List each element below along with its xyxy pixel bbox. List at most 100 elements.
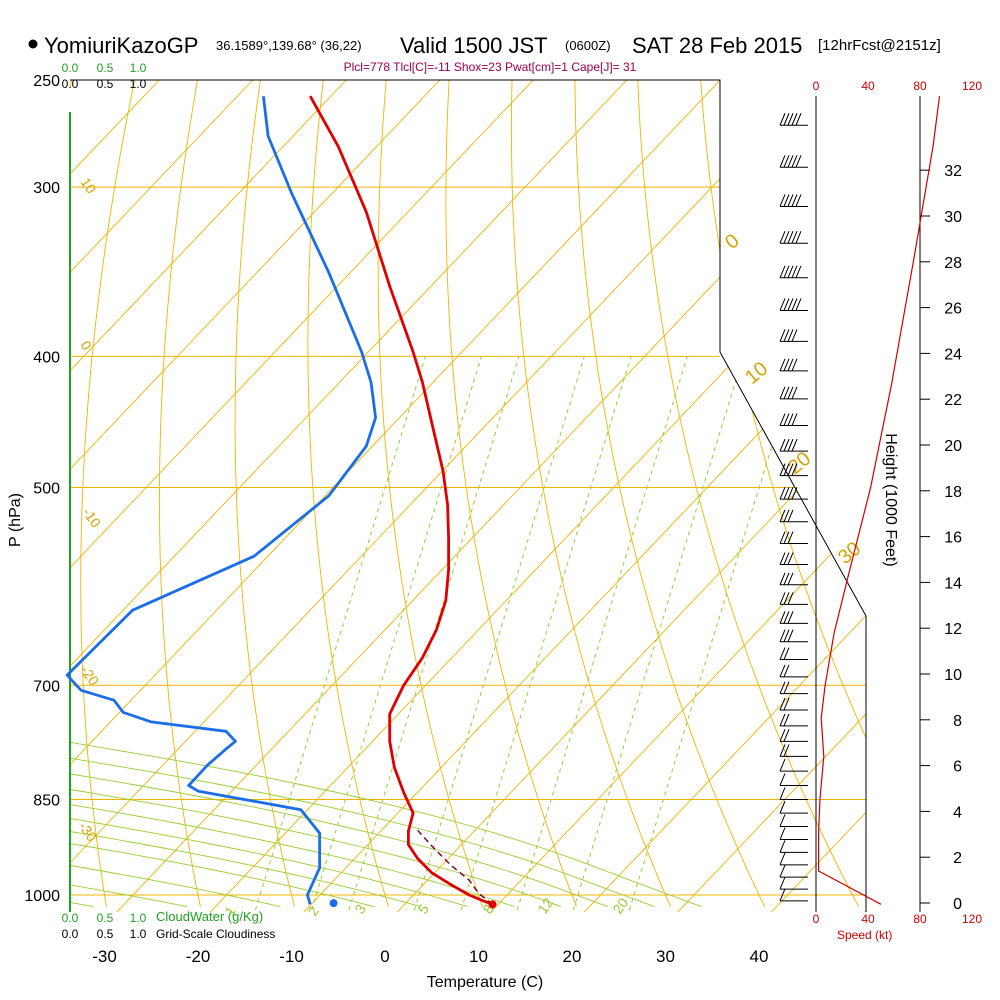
pressure-tick-250: 250	[33, 73, 60, 90]
wind-barb-flag	[779, 744, 786, 757]
wind-barb-flag	[791, 386, 798, 400]
isotherm--90	[70, 80, 347, 912]
wind-barb-flag	[779, 486, 786, 500]
isotherm-20	[571, 80, 866, 912]
wind-barb-flag	[783, 744, 790, 757]
wind-barb-flag	[795, 155, 802, 168]
height-tick-14: 14	[944, 575, 962, 592]
wind-barb-flag	[779, 681, 786, 694]
speed-tick-top-120: 120	[962, 79, 982, 93]
cloudiness-tick-bottom-1: 0.5	[97, 927, 114, 941]
wind-barb-flag	[791, 358, 798, 372]
pressure-tick-700: 700	[33, 678, 60, 695]
wind-barb-flag	[783, 647, 790, 660]
dry-adiabat-0	[307, 80, 389, 907]
mixing-ratio-line-7	[628, 356, 800, 911]
wind-barb-flag	[787, 611, 794, 624]
wind-barb-flag	[779, 888, 786, 902]
forecast-info: [12hrFcst@2151z]	[818, 37, 941, 54]
cloudiness-tick-bottom-0: 0.0	[62, 927, 79, 941]
valid-date: SAT 28 Feb 2015	[632, 33, 802, 58]
wind-barb-flag	[779, 864, 786, 878]
stability-indices: Plcl=778 Tlcl[C]=-11 Shox=23 Pwat[cm]=1 …	[344, 60, 637, 74]
wind-barb-flag	[787, 358, 794, 372]
dry-adiabats	[70, 80, 866, 912]
temperature-surface-marker	[488, 900, 497, 909]
height-tick-4: 4	[953, 804, 962, 821]
pressure-tick-400: 400	[33, 349, 60, 366]
wind-barb-flag	[779, 572, 786, 585]
mixing-ratio-line-1	[311, 356, 482, 911]
wind-barb-flag	[787, 231, 794, 244]
wind-barb-flag	[779, 413, 786, 426]
wind-barb-flag	[779, 231, 786, 244]
moist-adiabat-20	[70, 80, 562, 908]
wind-barb-flag	[791, 463, 798, 476]
wind-barb-flag	[791, 231, 798, 244]
speed-axis-label: Speed (kt)	[837, 928, 892, 942]
wind-barb-flag	[783, 697, 790, 711]
station-coords: 36.1589°,139.68° (36,22)	[216, 38, 362, 53]
wind-barb-flag	[783, 413, 790, 426]
wind-barb-flag	[783, 531, 790, 544]
cloudiness-label: Grid-Scale Cloudiness	[156, 927, 275, 941]
station-name: YomiuriKazoGP	[44, 33, 198, 58]
isotherm--20	[197, 80, 866, 912]
wind-barb-flag	[783, 358, 790, 372]
height-tick-0: 0	[953, 896, 962, 913]
wind-barb-flag	[779, 113, 786, 126]
dewpoint-surface-marker	[329, 899, 338, 908]
wind-barb-flag	[779, 611, 786, 624]
temp-tick--30: -30	[92, 947, 117, 966]
mixing-ratio-line-6	[572, 356, 744, 911]
wind-barb-flag	[779, 773, 786, 786]
wind-barb-flag	[787, 386, 794, 400]
wind-barb-flag	[795, 265, 802, 279]
wind-barb-flag	[779, 155, 786, 168]
wind-barb-flag	[783, 611, 790, 624]
speed-tick-bottom-0: 0	[813, 912, 820, 926]
moist-adiabat-30	[70, 80, 655, 908]
wind-barb-flag	[787, 552, 794, 565]
wind-barb-flag	[783, 592, 790, 605]
pressure-tick-1000: 1000	[24, 888, 60, 905]
dry-adiabat-50	[637, 80, 859, 907]
height-tick-8: 8	[953, 713, 962, 730]
height-tick-20: 20	[944, 438, 962, 455]
dry-adiabat-label-0: 10	[78, 175, 100, 197]
wind-barb-flag	[787, 413, 794, 426]
mixing-ratio-label-6: 20	[609, 895, 631, 917]
header: YomiuriKazoGP 36.1589°,139.68° (36,22) V…	[28, 33, 941, 74]
temp-tick-10: 10	[469, 947, 488, 966]
height-tick-30: 30	[944, 209, 962, 226]
wind-barb-flag	[783, 664, 790, 678]
station-dot-icon	[28, 39, 38, 49]
height-tick-24: 24	[944, 346, 962, 363]
wind-barb-flag	[791, 113, 798, 126]
wind-barb-flag	[795, 298, 802, 311]
speed-tick-top-80: 80	[913, 79, 927, 93]
moist-adiabats	[70, 80, 702, 908]
wind-barb-flag	[787, 155, 794, 168]
temp-tick--20: -20	[186, 947, 211, 966]
wind-barb-flag	[779, 265, 786, 279]
thermo-grid	[70, 80, 866, 912]
wind-barb-flag	[787, 298, 794, 311]
wind-barb-flag	[779, 358, 786, 372]
wind-barb-flag	[779, 509, 786, 522]
wind-barb-flag	[779, 840, 786, 853]
height-tick-12: 12	[944, 621, 962, 638]
wind-barb-flag	[783, 155, 790, 168]
wind-barb-flag	[783, 486, 790, 500]
cloud-water-tick-top-2: 1.0	[130, 61, 147, 75]
wind-barb-flag	[787, 629, 794, 642]
cloud-water-tick-bottom-0: 0.0	[62, 911, 79, 925]
wind-barb-flag	[783, 463, 790, 476]
wind-barb-flag	[779, 647, 786, 660]
wind-barb-flag	[791, 265, 798, 279]
mixing-ratio-line-4	[460, 356, 632, 911]
cloud-water-tick-top-0: 0.0	[62, 61, 79, 75]
temp-tick-30: 30	[656, 947, 675, 966]
temp-tick-0: 0	[380, 947, 389, 966]
